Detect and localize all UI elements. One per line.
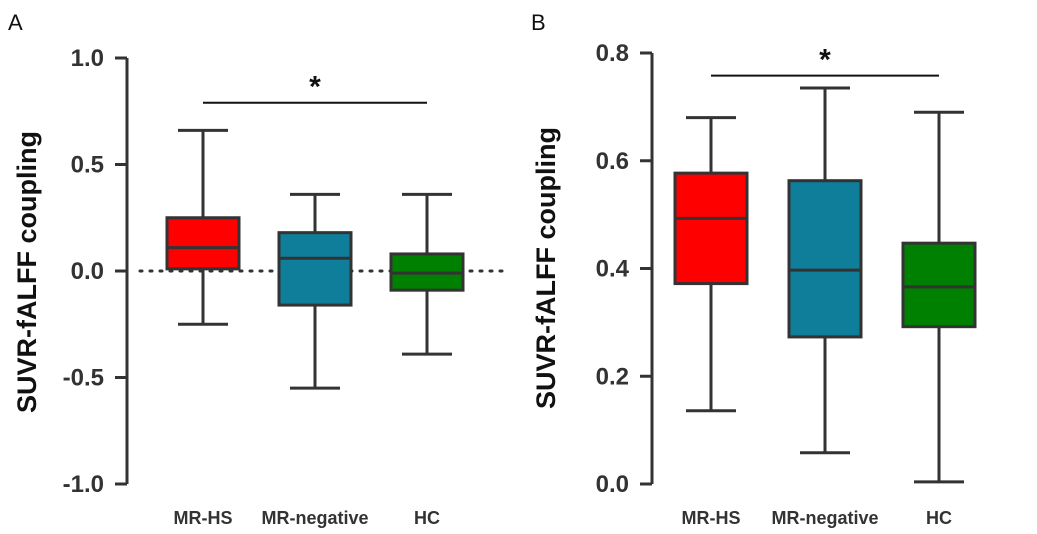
panel-b-y-tick-label: 0.6 <box>596 148 629 175</box>
iqr-box <box>165 216 241 271</box>
panel-a-letter: A <box>8 10 23 35</box>
panel-b-boxes <box>673 86 977 484</box>
iqr-box <box>901 241 977 329</box>
iqr-box <box>277 231 353 307</box>
panel-b-category-label-mr-negative: MR-negative <box>771 508 878 528</box>
panel-a-significance-star: * <box>309 71 321 104</box>
panel-b-significance-star: * <box>819 44 831 77</box>
panel-b: B SUVR-fALFF coupling 0.8 0.6 0.4 0.2 0.0 MR… <box>531 10 977 528</box>
iqr-box <box>673 171 749 286</box>
panel-a-boxes <box>165 128 465 390</box>
panel-a-box-hc <box>389 192 465 356</box>
panel-a-box-mr-negative <box>277 192 353 390</box>
panel-a-category-label-mr-hs: MR-HS <box>174 508 233 528</box>
panel-b-box-mr-negative <box>787 86 863 455</box>
panel-b-category-labels: MR-HS MR-negative HC <box>682 508 953 528</box>
panel-a-category-label-hc: HC <box>414 508 440 528</box>
panel-a-y-tick-label: 0.0 <box>71 258 104 285</box>
panel-a-y-tick-label: 0.5 <box>71 152 104 179</box>
panel-b-letter: B <box>531 10 546 35</box>
panel-b-y-ticks: 0.8 0.6 0.4 0.2 0.0 <box>596 40 652 498</box>
panel-a-y-ticks: 1.0 0.5 0.0 -0.5 -1.0 <box>63 45 127 498</box>
panel-b-category-label-mr-hs: MR-HS <box>682 508 741 528</box>
panel-b-y-axis-title: SUVR-fALFF coupling <box>531 127 561 409</box>
panel-b-y-tick-label: 0.2 <box>596 363 629 390</box>
panel-b-box-hc <box>901 110 977 484</box>
panel-a-y-tick-label: 1.0 <box>71 45 104 72</box>
panel-a-category-label-mr-negative: MR-negative <box>261 508 368 528</box>
iqr-box <box>787 179 863 339</box>
panel-a: A SUVR-fALFF coupling 1.00.50.0-0.5-1.0 … <box>8 10 512 528</box>
panel-a-box-mr-hs <box>165 128 241 326</box>
panel-b-box-mr-hs <box>673 116 749 413</box>
panel-b-category-label-hc: HC <box>926 508 952 528</box>
panel-b-y-tick-label: 0.8 <box>596 40 629 67</box>
panel-b-y-tick-label: 0.4 <box>596 256 630 283</box>
panel-a-category-labels: MR-HS MR-negative HC <box>174 508 441 528</box>
panel-a-y-tick-label: -1.0 <box>63 471 104 498</box>
panel-b-y-tick-label: 0.0 <box>596 471 629 498</box>
panel-a-y-tick-label: -0.5 <box>63 365 104 392</box>
panel-a-y-axis-title: SUVR-fALFF coupling <box>12 131 42 413</box>
